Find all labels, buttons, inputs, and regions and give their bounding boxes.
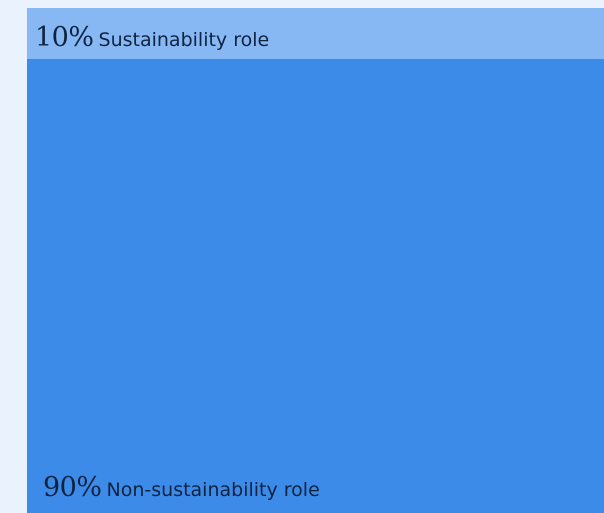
- category-label: Non-sustainability role: [106, 479, 320, 501]
- segment-label: 90% Non-sustainability role: [43, 472, 320, 503]
- segment-non-sustainability-role: 90% Non-sustainability role: [27, 58, 604, 513]
- segment-sustainability-role: 10% Sustainability role: [27, 8, 604, 59]
- percentage-value: 90%: [43, 472, 102, 503]
- segment-label: 10% Sustainability role: [35, 22, 269, 53]
- percentage-value: 10%: [35, 22, 94, 53]
- stacked-share-chart: 10% Sustainability role 90% Non-sustainabil…: [27, 8, 604, 513]
- category-label: Sustainability role: [98, 29, 270, 51]
